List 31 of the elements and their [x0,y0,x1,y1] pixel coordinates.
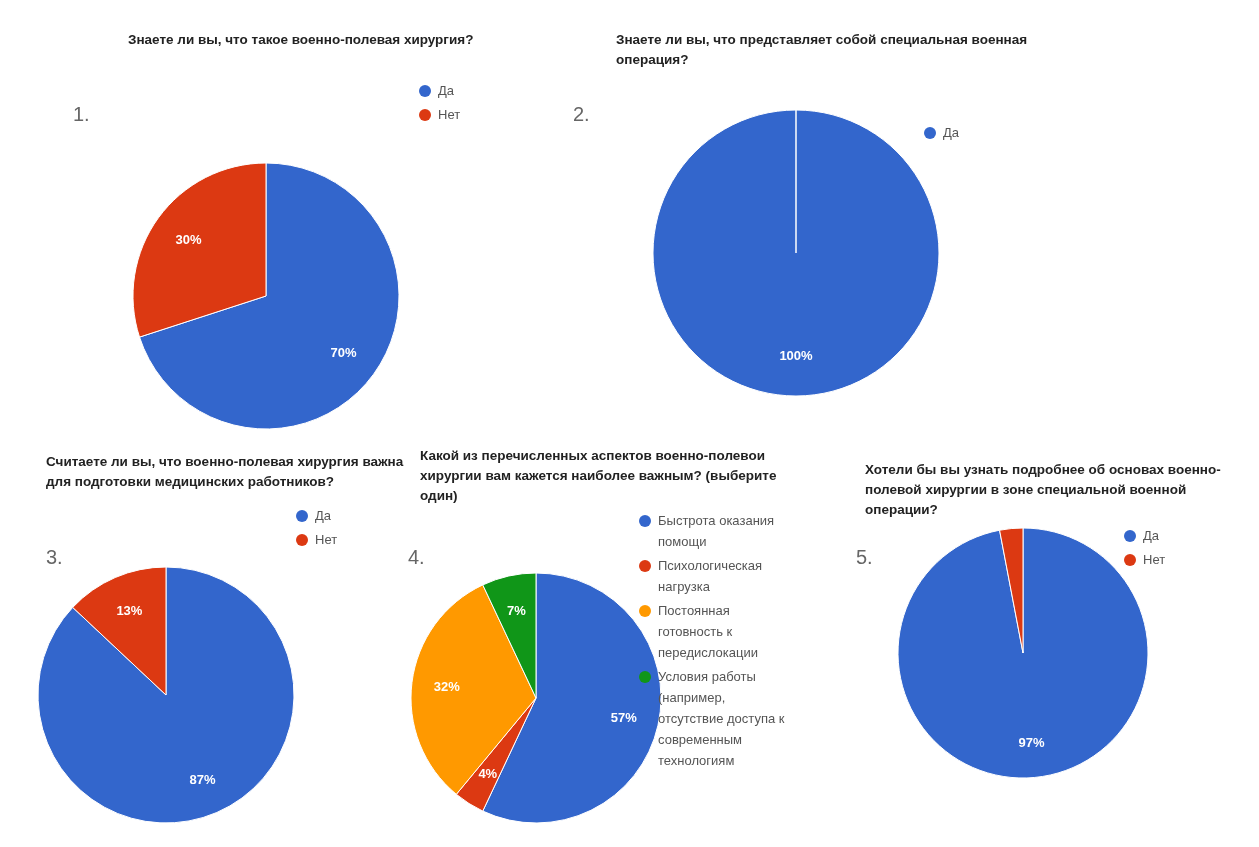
legend-label: Нет [1143,551,1166,569]
legend-label: Нет [315,531,338,549]
chart-title: Считаете ли вы, что военно-полевая хирургия важна для подготовки медицинских работников? [46,453,405,491]
legend-label: Да [1143,527,1160,545]
text: 1. [73,103,90,126]
chart-title: Хотели бы вы узнать подробнее об основах военно-полевой хирургии в зоне специальной военной операции? [865,461,1222,519]
chart-title: Какой из перечисленных аспектов военно-полевои хирургии вам кажется наиболее важным? (выберите один) [420,447,778,505]
legend-label: Да [943,124,960,142]
data-label: 100% [779,348,814,364]
legend-label: Быстрота оказания помощи [658,512,776,551]
legend-label: Да [438,82,455,100]
pie-slice [37,566,295,824]
chart-title: Знаете ли вы, что такое военно-полевая хирургия? [128,31,475,49]
legend-label: Да [315,507,332,525]
text: 2. [573,103,590,126]
chart-title: Знаете ли вы, что представляет собой специальная военная операция? [616,31,1029,69]
data-label: 4% [478,766,498,782]
data-label: 7% [506,602,527,618]
data-label: 30% [175,232,202,248]
data-label: 13% [116,602,143,618]
text: 4. [408,546,425,569]
legend-label: Постоянная готовность к передислокации [658,602,759,662]
data-label: 97% [1018,735,1045,751]
text: 3. [46,546,63,569]
legend-label: Психологическая нагрузка [658,557,764,596]
legend-label: Нет [438,106,461,124]
data-label: 87% [189,772,217,788]
data-label: 57% [610,710,638,726]
data-label: 70% [330,344,357,360]
text: 5. [856,546,873,569]
data-label: 32% [433,679,461,695]
